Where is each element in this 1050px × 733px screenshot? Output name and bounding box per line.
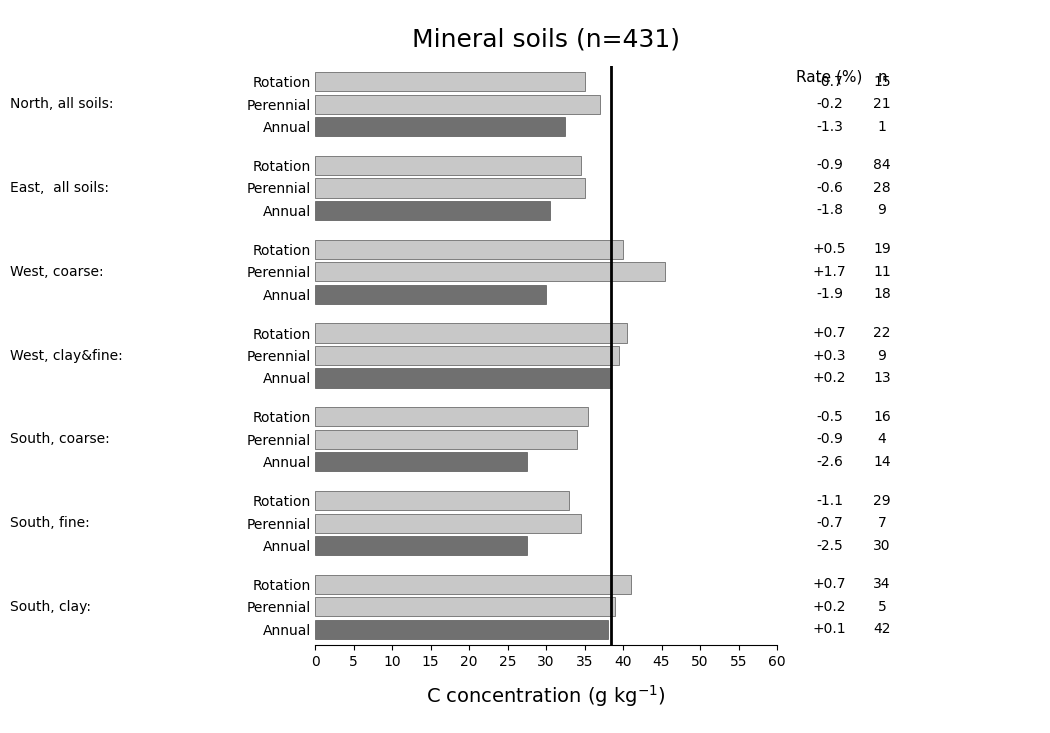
Bar <box>315 408 588 427</box>
Bar <box>315 536 527 555</box>
Bar <box>315 72 585 91</box>
Bar <box>315 201 550 220</box>
Bar <box>315 178 585 197</box>
Text: n: n <box>877 70 887 84</box>
Text: 34: 34 <box>874 578 890 592</box>
Text: 22: 22 <box>874 326 890 340</box>
Text: 5: 5 <box>878 600 886 614</box>
Text: 9: 9 <box>878 204 886 218</box>
Bar <box>315 262 666 281</box>
Bar <box>315 620 608 639</box>
Bar <box>315 452 527 471</box>
Text: +0.7: +0.7 <box>813 578 846 592</box>
Text: +0.5: +0.5 <box>813 242 846 257</box>
Text: 14: 14 <box>874 454 890 469</box>
Text: East,  all soils:: East, all soils: <box>10 181 109 195</box>
Text: +0.7: +0.7 <box>813 326 846 340</box>
Bar <box>315 597 615 616</box>
X-axis label: C concentration (g kg$^{-1}$): C concentration (g kg$^{-1}$) <box>426 682 666 709</box>
Text: -0.9: -0.9 <box>816 432 843 446</box>
Text: 42: 42 <box>874 622 890 636</box>
Text: 7: 7 <box>878 516 886 530</box>
Bar <box>315 284 546 303</box>
Bar <box>315 323 627 342</box>
Bar <box>315 430 576 449</box>
Text: West, clay&fine:: West, clay&fine: <box>10 348 123 363</box>
Text: -0.5: -0.5 <box>816 410 843 424</box>
Text: Rate (%): Rate (%) <box>796 70 863 84</box>
Text: 4: 4 <box>878 432 886 446</box>
Text: 18: 18 <box>874 287 890 301</box>
Text: -2.5: -2.5 <box>816 539 843 553</box>
Bar <box>315 575 631 594</box>
Bar <box>315 369 611 388</box>
Bar <box>315 514 581 533</box>
Text: -1.1: -1.1 <box>816 493 843 507</box>
Text: 9: 9 <box>878 348 886 363</box>
Text: 19: 19 <box>874 242 890 257</box>
Text: 28: 28 <box>874 181 890 195</box>
Text: 13: 13 <box>874 371 890 385</box>
Text: -1.3: -1.3 <box>816 119 843 133</box>
Text: 29: 29 <box>874 493 890 507</box>
Text: South, coarse:: South, coarse: <box>10 432 110 446</box>
Text: 84: 84 <box>874 158 890 172</box>
Text: 30: 30 <box>874 539 890 553</box>
Text: South, fine:: South, fine: <box>10 516 90 530</box>
Text: -0.7: -0.7 <box>816 516 843 530</box>
Text: North, all soils:: North, all soils: <box>10 97 114 111</box>
Bar <box>315 117 565 136</box>
Bar <box>315 95 600 114</box>
Title: Mineral soils (n=431): Mineral soils (n=431) <box>412 28 680 51</box>
Text: -2.6: -2.6 <box>816 454 843 469</box>
Text: -1.8: -1.8 <box>816 204 843 218</box>
Bar <box>315 156 581 175</box>
Text: 15: 15 <box>874 75 890 89</box>
Text: South, clay:: South, clay: <box>10 600 91 614</box>
Bar <box>315 346 620 365</box>
Text: 11: 11 <box>874 265 890 279</box>
Bar <box>315 491 569 510</box>
Text: -1.9: -1.9 <box>816 287 843 301</box>
Text: 16: 16 <box>874 410 890 424</box>
Bar <box>315 240 623 259</box>
Text: -0.2: -0.2 <box>816 97 843 111</box>
Text: -0.9: -0.9 <box>816 158 843 172</box>
Text: +0.2: +0.2 <box>813 600 846 614</box>
Text: -0.6: -0.6 <box>816 181 843 195</box>
Text: West, coarse:: West, coarse: <box>10 265 104 279</box>
Text: +0.2: +0.2 <box>813 371 846 385</box>
Text: 21: 21 <box>874 97 890 111</box>
Text: 1: 1 <box>878 119 886 133</box>
Text: +0.3: +0.3 <box>813 348 846 363</box>
Text: -0.7: -0.7 <box>816 75 843 89</box>
Text: +1.7: +1.7 <box>813 265 846 279</box>
Text: +0.1: +0.1 <box>813 622 846 636</box>
